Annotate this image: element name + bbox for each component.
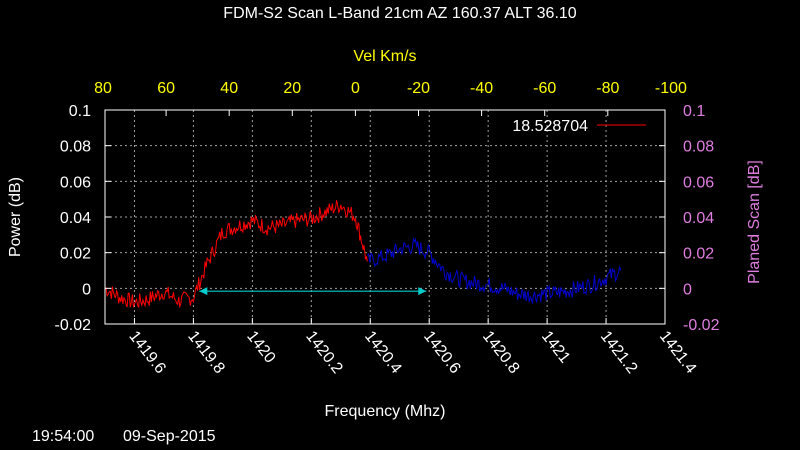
y-tick-label: 0.1 — [69, 103, 91, 120]
vel-tick-label: -40 — [470, 80, 493, 97]
vel-tick-label: 40 — [220, 80, 238, 97]
vel-tick-label: -20 — [407, 80, 430, 97]
x-tick-label: 1419.8 — [184, 328, 228, 377]
legend-label: 18.528704 — [512, 118, 588, 135]
y2-tick-label: 0.1 — [683, 103, 705, 120]
y-tick-label: 0.08 — [60, 139, 91, 156]
series-0-line — [104, 200, 368, 309]
x-tick-label: 1421.2 — [597, 328, 641, 377]
chart-title: FDM-S2 Scan L-Band 21cm AZ 160.37 ALT 36… — [223, 5, 576, 22]
vel-tick-label: -60 — [533, 80, 556, 97]
y-axis-label: Power (dB) — [7, 177, 24, 257]
arrow-head-left — [199, 287, 208, 296]
x-tick-label: 1420.2 — [302, 328, 346, 377]
vel-tick-label: -100 — [655, 80, 687, 97]
grid — [105, 109, 666, 325]
y2-axis-label: Planed Scan [dB] — [746, 160, 763, 284]
y-tick-label: -0.02 — [55, 317, 92, 334]
x-tick-label: 1420.8 — [479, 328, 523, 377]
series-1-line — [366, 237, 622, 304]
footer-date: 09-Sep-2015 — [123, 428, 216, 445]
y2-tick-label: 0 — [683, 281, 692, 298]
footer-time: 19:54:00 — [32, 428, 95, 445]
arrow-head-right — [418, 287, 427, 296]
vel-tick-label: 0 — [351, 80, 360, 97]
y2-tick-label: 0.04 — [683, 210, 714, 227]
y2-tick-label: 0.08 — [683, 139, 714, 156]
x-tick-label: 1419.6 — [125, 328, 169, 377]
vel-tick-label: -80 — [596, 80, 619, 97]
annotation-layer — [199, 287, 427, 296]
y2-tick-label: -0.02 — [683, 317, 720, 334]
vel-tick-label: 20 — [283, 80, 301, 97]
y-tick-label: 0.02 — [60, 246, 91, 263]
x-tick-label: 1421.4 — [656, 328, 700, 377]
x-tick-label: 1420.6 — [420, 328, 464, 377]
x-tick-label: 1420 — [243, 328, 278, 367]
legend: 18.528704 — [512, 118, 646, 135]
y-tick-label: 0.06 — [60, 174, 91, 191]
y2-tick-label: 0.02 — [683, 246, 714, 263]
x-tick-label: 1421 — [538, 328, 573, 367]
y-tick-label: 0 — [82, 281, 91, 298]
vel-tick-label: 60 — [157, 80, 175, 97]
y-tick-label: 0.04 — [60, 210, 91, 227]
x-axis-label: Frequency (Mhz) — [325, 403, 446, 420]
y2-tick-label: 0.06 — [683, 174, 714, 191]
series-layer — [104, 200, 622, 309]
top-axis-label: Vel Km/s — [353, 48, 416, 65]
x-tick-label: 1420.4 — [361, 328, 405, 377]
vel-tick-label: 80 — [94, 80, 112, 97]
